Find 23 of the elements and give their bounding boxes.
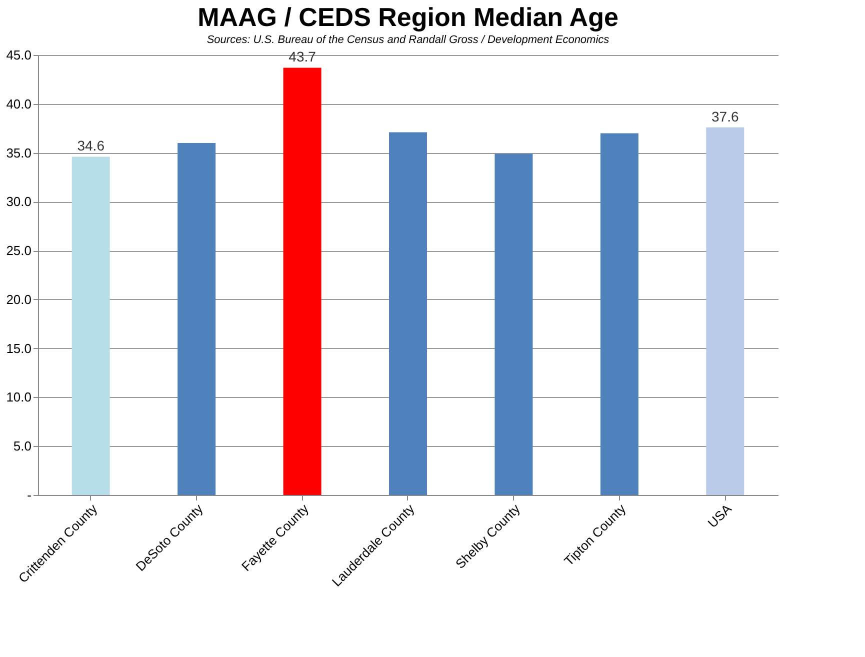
data-label: 37.6 (712, 108, 739, 124)
y-tick-label: 45.0 (6, 48, 32, 62)
y-tick-label: 30.0 (6, 194, 32, 210)
y-tick-label: 15.0 (6, 340, 32, 356)
bar (389, 132, 427, 495)
bar (600, 133, 638, 495)
bar (494, 154, 533, 495)
y-tick-label: 10.0 (6, 390, 32, 405)
bar (706, 127, 744, 495)
y-tick-label: 5.0 (13, 438, 32, 454)
bar (178, 143, 216, 495)
y-tick-label: 20.0 (6, 292, 32, 307)
bar (72, 156, 110, 495)
y-tick-label: 40.0 (6, 96, 32, 112)
data-label: 43.7 (288, 48, 316, 65)
x-tick-label: USA (704, 500, 735, 531)
y-tick-label: - (27, 488, 32, 502)
chart-title: MAAG / CEDS Region Median Age (198, 2, 618, 32)
y-tick-label: 25.0 (6, 243, 32, 258)
chart-subtitle: Sources: U.S. Bureau of the Census and Randall Gross / Development Economics (206, 34, 610, 46)
y-tick-label: 35.0 (6, 145, 32, 160)
bar (283, 68, 322, 495)
data-label: 34.6 (77, 138, 105, 154)
